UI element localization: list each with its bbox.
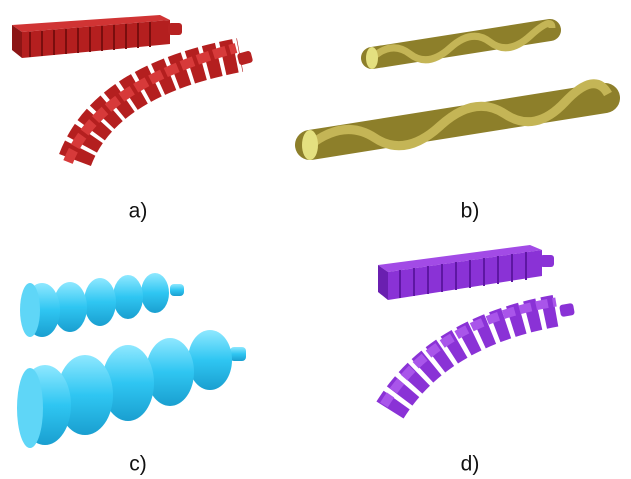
panel-a-image	[12, 15, 253, 162]
panel-label: a)	[129, 200, 148, 223]
figure: a) b) c) d)	[0, 0, 631, 479]
panel-c-image	[17, 273, 246, 448]
panel-label: b)	[461, 200, 480, 223]
panel-d-image	[378, 245, 575, 410]
panel-label: c)	[129, 453, 147, 476]
page: a) b) c) d) (() => { c	[0, 0, 631, 479]
panel-b-image	[302, 24, 608, 161]
panel-label: d)	[461, 453, 480, 476]
